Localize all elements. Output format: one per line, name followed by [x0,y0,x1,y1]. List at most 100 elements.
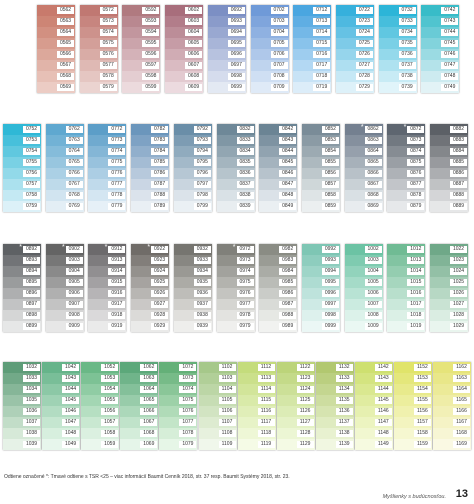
swatch-code: 0592 [142,7,160,14]
swatch-code: 0873 [407,137,425,144]
color-card: * 0892 0893 0894 0895 0896 0897 0898 0899 [3,244,41,332]
swatch-code: 0568 [57,73,74,80]
color-swatch: 0936 [173,288,212,299]
swatch-code: 1106 [218,408,236,415]
swatch-code: 0882 [450,126,467,133]
swatch-code: 0839 [236,203,254,210]
swatch-code: 0693 [227,18,245,25]
swatch-code: 0749 [441,84,459,91]
swatch-code: 0843 [279,137,297,144]
color-swatch: 0992 [301,244,340,255]
swatch-code: 1146 [374,408,392,415]
swatch-code: 1118 [257,430,275,437]
swatch-code: 1149 [374,441,392,448]
color-swatch: 0996 [301,288,340,299]
swatch-code: 0996 [321,290,339,297]
color-swatch: * 0872 [387,124,426,135]
color-swatch: 0698 [207,71,246,82]
color-swatch: 0717 [293,60,332,71]
color-swatch: 0798 [173,190,212,201]
color-card: 0702 0703 0704 0705 0706 0707 0708 0709 [250,5,289,93]
swatch-code: 1116 [257,408,275,415]
color-card: 0982 0983 0984 0985 0986 0987 0988 0989 [259,244,298,332]
swatch-code: 0852 [321,126,339,133]
color-card: 1132 1133 1134 1135 1136 1137 1138 1139 [315,362,354,450]
swatch-code: 0709 [270,84,288,91]
swatch-code: 1038 [23,430,40,437]
color-swatch: 1079 [159,439,198,450]
color-swatch: 0868 [344,190,383,201]
color-swatch: 0878 [387,190,426,201]
color-swatch: 0794 [173,146,212,157]
swatch-code: 0778 [108,192,126,199]
color-swatch: 0707 [250,60,289,71]
color-swatch: 0722 [335,5,374,16]
color-card: * 0872 0873 0874 0875 0876 0877 0878 0879 [387,124,426,212]
swatch-code: 0702 [270,7,288,14]
color-swatch: 0882 [430,124,468,135]
star-icon: * [104,244,108,251]
color-swatch: 0578 [79,71,118,82]
color-swatch: 0776 [88,168,127,179]
color-swatch: 0759 [3,201,41,212]
color-swatch: 1053 [81,373,120,384]
color-swatch: 0695 [207,38,246,49]
color-swatch: * 0862 [344,124,383,135]
swatch-code: 0796 [193,170,211,177]
color-swatch: 0977 [216,299,255,310]
swatch-code: 0908 [65,312,83,319]
color-swatch: 0792 [173,124,212,135]
swatch-code: 0997 [321,301,339,308]
swatch-code: 1045 [62,397,80,404]
swatch-code: 0724 [355,29,373,36]
swatch-code: 0609 [185,84,203,91]
swatch-code: 0897 [23,301,40,308]
color-swatch: 0712 [293,5,332,16]
color-swatch: 0596 [122,49,161,60]
color-swatch: 0918 [88,310,127,321]
swatch-code: 1044 [62,386,80,393]
swatch-code: 0868 [364,192,382,199]
color-swatch: 0934 [173,266,212,277]
swatch-code: 1027 [450,301,467,308]
color-card: 1052 1053 1054 1055 1056 1057 1058 1059 [81,362,120,450]
swatch-code: 0938 [193,312,211,319]
color-swatch: 0908 [45,310,84,321]
swatch-code: 0707 [270,62,288,69]
color-swatch: 0867 [344,179,383,190]
swatch-code: 1165 [453,397,470,404]
swatch-code: 0992 [321,246,339,253]
color-swatch: 0736 [378,49,417,60]
swatch-code: 0856 [321,170,339,177]
swatch-code: 0989 [279,323,297,330]
swatch-code: 1159 [413,441,431,448]
swatch-code: 1148 [374,430,392,437]
swatch-code: 0993 [321,257,339,264]
swatch-code: 1042 [62,364,80,371]
swatch-code: 1013 [407,257,425,264]
color-card: 0772 0773 0774 0775 0776 0777 0778 0779 [88,124,127,212]
swatch-code: 1113 [257,375,275,382]
color-card: 0842 0843 0844 0845 0846 0847 0848 0849 [259,124,298,212]
swatch-code: 0927 [151,301,169,308]
color-swatch: 0906 [45,288,84,299]
color-swatch: 0864 [344,146,383,157]
color-card: * 0972 0973 0974 0975 0976 0977 0978 0979 [216,244,255,332]
swatch-code: 0886 [450,170,467,177]
color-swatch: 1029 [430,321,468,332]
color-card: 0762 0763 0764 0765 0766 0767 0768 0769 [45,124,84,212]
color-swatch: 0885 [430,157,468,168]
color-swatch: 0974 [216,266,255,277]
swatch-code: 0733 [398,18,416,25]
swatch-code: 1134 [335,386,353,393]
color-swatch: 1129 [276,439,315,450]
swatch-code: 1126 [296,408,314,415]
color-swatch: 0925 [131,277,170,288]
swatch-code: 0903 [65,257,83,264]
color-swatch: 1127 [276,417,315,428]
swatch-code: 0769 [65,203,83,210]
swatch-code: 0884 [450,148,467,155]
color-swatch: 0566 [37,49,75,60]
color-swatch: 0993 [301,255,340,266]
color-swatch: 0973 [216,255,255,266]
